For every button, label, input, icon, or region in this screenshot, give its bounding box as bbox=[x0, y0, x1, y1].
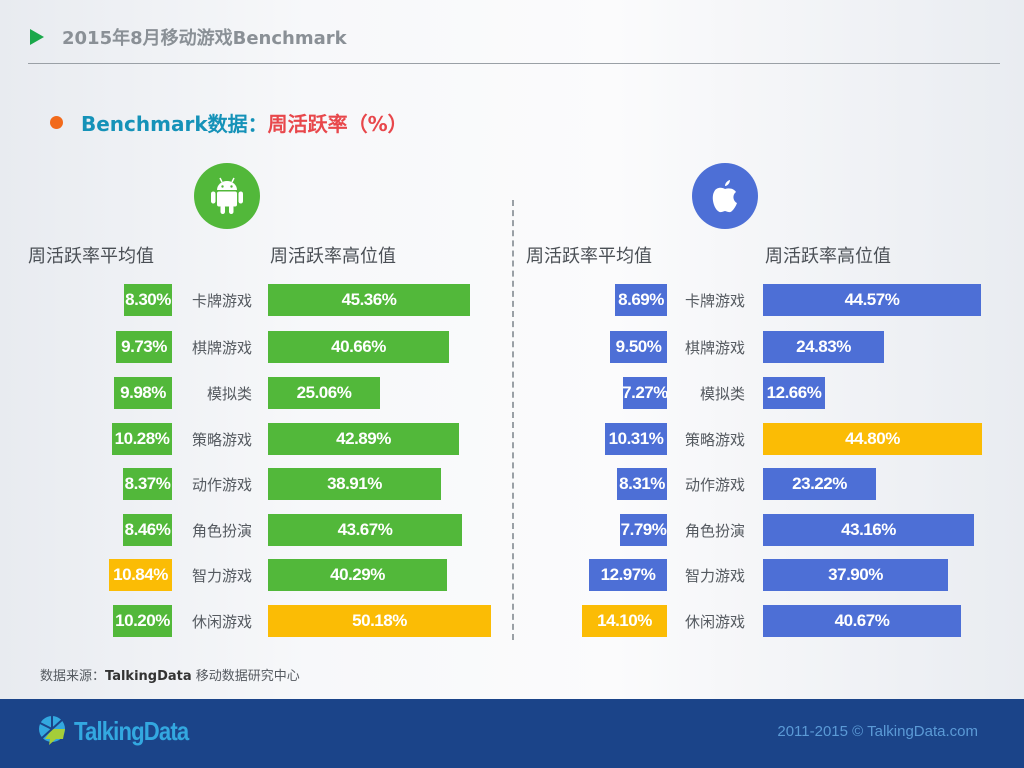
ios-avg-bar: 7.27% bbox=[622, 377, 668, 409]
android-high-bar: 50.18% bbox=[268, 605, 491, 637]
ios-category-label: 卡牌游戏 bbox=[684, 291, 745, 310]
android-high-bar: 25.06% bbox=[268, 377, 380, 409]
ios-avg-header: 周活跃率平均值 bbox=[526, 246, 652, 267]
ios-avg-bar: 14.10% bbox=[582, 605, 667, 637]
source-prefix: 数据来源： bbox=[40, 669, 106, 684]
android-avg-bar: 10.84% bbox=[109, 559, 172, 591]
android-category-label: 动作游戏 bbox=[191, 475, 252, 494]
ios-avg-bar: 10.31% bbox=[605, 423, 667, 455]
ios-high-bar: 37.90% bbox=[763, 559, 948, 591]
android-icon bbox=[194, 163, 260, 229]
footer-copyright: 2011-2015 © TalkingData.com bbox=[777, 723, 978, 740]
source-suffix: 移动数据研究中心 bbox=[191, 669, 300, 684]
android-avg-bar: 8.46% bbox=[123, 514, 172, 546]
android-avg-bar: 10.28% bbox=[112, 423, 172, 455]
ios-category-label: 休闲游戏 bbox=[684, 612, 745, 631]
android-high-bar: 40.29% bbox=[268, 559, 447, 591]
ios-high-bar: 40.67% bbox=[763, 605, 961, 637]
android-avg-bar: 9.98% bbox=[114, 377, 172, 409]
footer-brand: TalkingData bbox=[36, 715, 208, 747]
play-triangle-icon bbox=[30, 29, 44, 45]
ios-high-bar: 24.83% bbox=[763, 331, 884, 363]
android-high-bar: 38.91% bbox=[268, 468, 441, 500]
android-high-bar: 40.66% bbox=[268, 331, 449, 363]
section-subtitle: Benchmark数据： 周活跃率（%） bbox=[50, 108, 408, 137]
ios-avg-bar: 8.69% bbox=[615, 284, 667, 316]
header-divider bbox=[28, 63, 1000, 64]
android-category-label: 策略游戏 bbox=[191, 430, 252, 449]
ios-category-label: 智力游戏 bbox=[684, 566, 745, 585]
ios-high-header: 周活跃率高位值 bbox=[765, 246, 891, 267]
ios-category-label: 动作游戏 bbox=[684, 475, 745, 494]
android-category-label: 休闲游戏 bbox=[191, 612, 252, 631]
ios-category-label: 模拟类 bbox=[699, 384, 745, 403]
ios-category-label: 角色扮演 bbox=[684, 521, 745, 540]
android-avg-bar: 8.30% bbox=[124, 284, 172, 316]
android-avg-header: 周活跃率平均值 bbox=[28, 246, 154, 267]
data-source-note: 数据来源：TalkingData 移动数据研究中心 bbox=[40, 665, 300, 684]
bullet-dot-icon bbox=[50, 116, 63, 129]
ios-avg-bar: 8.31% bbox=[617, 468, 667, 500]
page-title: 2015年8月移动游戏Benchmark bbox=[62, 28, 347, 49]
android-avg-bar: 10.20% bbox=[113, 605, 172, 637]
android-high-bar: 43.67% bbox=[268, 514, 462, 546]
android-category-label: 智力游戏 bbox=[191, 566, 252, 585]
talkingdata-logo-icon bbox=[39, 716, 65, 745]
android-category-label: 卡牌游戏 bbox=[191, 291, 252, 310]
source-brand: TalkingData bbox=[105, 669, 192, 684]
android-category-label: 棋牌游戏 bbox=[191, 338, 252, 357]
page-header: 2015年8月移动游戏Benchmark bbox=[30, 24, 347, 50]
footer-brand-text: TalkingData bbox=[74, 715, 189, 746]
ios-high-bar: 23.22% bbox=[763, 468, 876, 500]
android-high-bar: 45.36% bbox=[268, 284, 470, 316]
subtitle-prefix: Benchmark数据： bbox=[81, 112, 268, 136]
ios-category-label: 策略游戏 bbox=[684, 430, 745, 449]
ios-high-bar: 44.57% bbox=[763, 284, 981, 316]
ios-high-bar: 44.80% bbox=[763, 423, 982, 455]
android-category-label: 模拟类 bbox=[206, 384, 252, 403]
android-high-bar: 42.89% bbox=[268, 423, 459, 455]
android-avg-bar: 8.37% bbox=[123, 468, 172, 500]
footer-bar: TalkingData 2011-2015 © TalkingData.com bbox=[0, 699, 1024, 768]
ios-high-bar: 12.66% bbox=[763, 377, 825, 409]
ios-avg-bar: 9.50% bbox=[610, 331, 667, 363]
apple-icon bbox=[692, 163, 758, 229]
platform-divider bbox=[512, 200, 514, 640]
ios-avg-bar: 12.97% bbox=[589, 559, 667, 591]
android-avg-bar: 9.73% bbox=[116, 331, 172, 363]
ios-high-bar: 43.16% bbox=[763, 514, 974, 546]
subtitle-metric: 周活跃率（%） bbox=[267, 112, 408, 136]
android-high-header: 周活跃率高位值 bbox=[270, 246, 396, 267]
ios-category-label: 棋牌游戏 bbox=[684, 338, 745, 357]
android-category-label: 角色扮演 bbox=[191, 521, 252, 540]
ios-avg-bar: 7.79% bbox=[620, 514, 667, 546]
